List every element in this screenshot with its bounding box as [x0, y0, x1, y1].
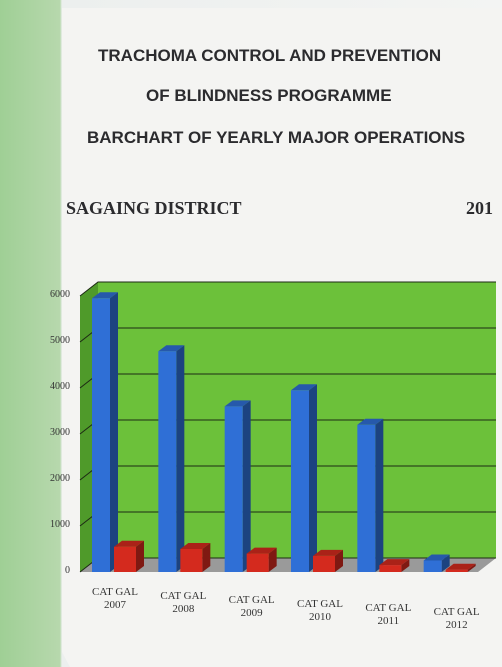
y-tick-label: 0 — [36, 565, 70, 576]
y-tick-label: 2000 — [36, 473, 70, 484]
bar — [424, 561, 442, 573]
title-line-3: BARCHART OF YEARLY MAJOR OPERATIONS — [87, 128, 465, 148]
x-tick-label: CAT GAL 2012 — [430, 606, 484, 632]
bar — [180, 549, 202, 572]
bar-side — [110, 292, 118, 572]
bar — [357, 425, 375, 572]
bar — [114, 547, 136, 572]
bar — [313, 556, 335, 572]
poster: TRACHOMA CONTROL AND PREVENTION OF BLIND… — [0, 0, 502, 667]
y-tick-label: 6000 — [36, 289, 70, 300]
bar — [225, 406, 243, 572]
x-tick-label: CAT GAL 2008 — [156, 590, 210, 616]
y-tick-label: 1000 — [36, 519, 70, 530]
title-line-2: OF BLINDNESS PROGRAMME — [146, 86, 392, 106]
bar-side — [243, 400, 251, 572]
year: 201 — [466, 198, 493, 219]
bar-side — [176, 345, 184, 572]
y-tick-label: 3000 — [36, 427, 70, 438]
district: SAGAING DISTRICT — [66, 198, 242, 219]
x-tick-label: CAT GAL 2011 — [361, 602, 415, 628]
bar — [247, 554, 269, 572]
x-tick-label: CAT GAL 2009 — [225, 594, 279, 620]
bar — [379, 565, 401, 572]
bar-side — [309, 384, 317, 572]
y-tick-label: 5000 — [36, 335, 70, 346]
bar — [291, 390, 309, 572]
bar — [446, 570, 468, 572]
x-tick-label: CAT GAL 2007 — [88, 586, 142, 612]
bar-side — [375, 419, 383, 572]
bar — [158, 351, 176, 572]
bar — [92, 298, 110, 572]
x-tick-label: CAT GAL 2010 — [293, 598, 347, 624]
y-tick-label: 4000 — [36, 381, 70, 392]
title-line-1: TRACHOMA CONTROL AND PREVENTION — [98, 46, 441, 66]
